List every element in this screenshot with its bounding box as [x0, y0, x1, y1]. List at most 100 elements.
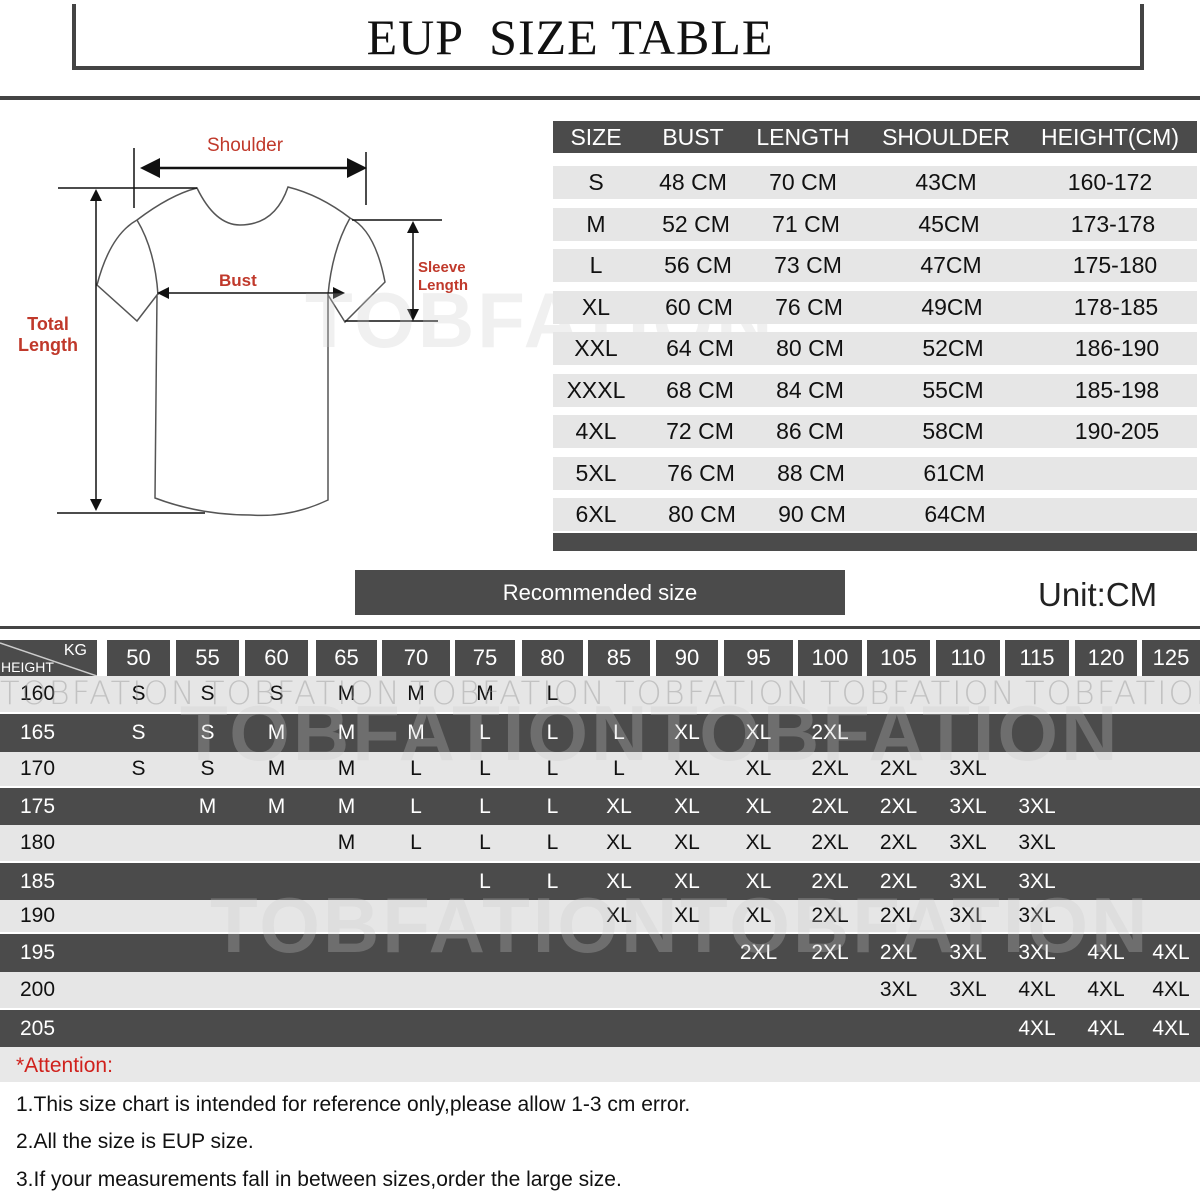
table-cell: XXL	[574, 335, 618, 361]
watermark: TOBFATION	[1025, 674, 1200, 712]
size-cell: M	[337, 794, 356, 818]
note-3: 3.If your measurements fall in between s…	[16, 1168, 622, 1191]
table-cell: 56 CM	[664, 252, 732, 278]
kg-label: KG	[63, 642, 87, 659]
size-cell: S	[269, 682, 284, 705]
size-cell: L	[613, 757, 625, 780]
table-cell: 190-205	[1074, 418, 1160, 444]
size-cell: L	[479, 757, 491, 780]
table-cell: 47CM	[920, 252, 982, 278]
size-cell: L	[546, 757, 559, 780]
table-cell: 76 CM	[775, 293, 843, 320]
weight-header: 60	[245, 640, 308, 676]
size-cell: XL	[674, 794, 700, 818]
size-cell: M	[337, 682, 356, 705]
size-cell: 2XL	[811, 941, 849, 964]
table-cell: 185-198	[1074, 376, 1160, 403]
unit-label: Unit:CM	[1038, 576, 1158, 613]
table-row: M 52 CM 71 CM 45CM 173-178	[553, 207, 1197, 241]
size-cell: XL	[745, 904, 772, 927]
table-cell: 90 CM	[778, 501, 846, 527]
size-cell: M	[407, 682, 425, 705]
table-row: L 56 CM 73 CM 47CM 175-180	[553, 249, 1197, 282]
table-cell: 178-185	[1073, 293, 1159, 320]
height-value: 175	[20, 794, 56, 818]
weight-header: 125	[1142, 640, 1200, 676]
size-cell: S	[200, 682, 215, 705]
table-cell: M	[586, 210, 606, 237]
size-cell: M	[337, 831, 356, 854]
column-header: SHOULDER	[882, 123, 1010, 150]
total-length-label: Total Length	[18, 314, 78, 356]
table-row: 4XL 72 CM 86 CM 58CM 190-205	[553, 415, 1197, 448]
size-cell: XL	[745, 831, 772, 854]
table-cell: S	[588, 169, 604, 195]
column-header: BUST	[662, 123, 724, 150]
table-cell: 49CM	[921, 293, 983, 320]
watermark: TOBFATION	[180, 689, 651, 777]
table-cell: XXXL	[566, 376, 626, 403]
table-cell: 86 CM	[776, 418, 844, 444]
column-header: LENGTH	[756, 123, 850, 150]
size-cell: 3XL	[1018, 794, 1056, 818]
size-cell: 4XL	[1018, 1016, 1056, 1040]
height-value: 205	[20, 1016, 56, 1040]
height-value: 160	[20, 682, 56, 705]
size-cell: XL	[606, 869, 632, 893]
table-row: 6XL 80 CM 90 CM 64CM	[553, 498, 1197, 531]
page-title: EUP SIZE TABLE	[366, 9, 774, 65]
table-row: 195 2XL 2XL 2XL 3XL 3XL 4XL 4XL	[0, 934, 1200, 972]
size-cell: L	[410, 831, 422, 854]
size-cell: XL	[745, 721, 772, 744]
watermark: TOBFATION	[820, 674, 1017, 712]
table-cell: 43CM	[915, 169, 977, 195]
weight-header: 105	[867, 640, 930, 676]
table-row: 185 L L XL XL XL 2XL 2XL 3XL 3XL	[0, 863, 1200, 900]
sleeve-length-label: Sleeve Length	[418, 259, 468, 295]
sleeve-label-line2: Length	[418, 277, 468, 294]
size-cell: 2XL	[879, 794, 918, 818]
table-cell: 61CM	[923, 459, 985, 486]
size-cell: 3XL	[949, 869, 987, 893]
size-cell: 4XL	[1152, 978, 1190, 1001]
size-cell: 2XL	[739, 941, 778, 964]
column-header: SIZE	[570, 123, 622, 150]
size-cell: L	[546, 721, 559, 744]
title-frame	[72, 4, 1144, 70]
table-cell: 6XL	[575, 501, 617, 527]
table-cell: 173-178	[1070, 210, 1156, 237]
table-cell: 52CM	[922, 335, 984, 361]
note-2: 2.All the size is EUP size.	[16, 1130, 254, 1153]
size-cell: 3XL	[1018, 831, 1056, 854]
table-row: 5XL 76 CM 88 CM 61CM	[553, 456, 1197, 490]
size-cell: M	[267, 757, 286, 780]
weight-header: 120	[1075, 640, 1137, 676]
size-cell: 3XL	[949, 831, 987, 854]
table-row: 175 M M M L L L XL XL XL 2XL 2XL 3XL 3XL	[0, 788, 1200, 825]
sleeve-label-line1: Sleeve	[418, 259, 466, 276]
table-cell: 72 CM	[666, 418, 734, 444]
size-cell: L	[479, 721, 491, 744]
size-cell: 2XL	[879, 831, 918, 854]
size-cell: L	[479, 831, 491, 854]
diagonal-line	[0, 642, 97, 676]
size-cell: XL	[606, 904, 632, 927]
size-cell: M	[407, 721, 425, 744]
table-row: 190 XL XL XL 2XL 2XL 3XL 3XL	[0, 900, 1200, 932]
size-cell: 2XL	[811, 721, 849, 744]
size-cell: S	[200, 721, 215, 744]
height-value: 165	[20, 721, 56, 744]
table-cell: 186-190	[1074, 335, 1160, 361]
divider	[0, 96, 1200, 100]
size-cell: 2XL	[811, 831, 849, 854]
size-cell: L	[546, 869, 559, 893]
size-cell: 3XL	[1018, 869, 1056, 893]
weight-header: 75	[455, 640, 515, 676]
size-cell: 2XL	[879, 869, 918, 893]
table-row: 170 S S M M L L L L XL XL 2XL 2XL 3XL	[0, 752, 1200, 786]
table-row: 180 M L L L XL XL XL 2XL 2XL 3XL 3XL	[0, 825, 1200, 861]
tshirt-diagram	[57, 148, 442, 517]
column-header: HEIGHT(CM)	[1041, 123, 1179, 150]
height-value: 180	[20, 831, 56, 854]
table-cell: 76 CM	[667, 459, 735, 486]
